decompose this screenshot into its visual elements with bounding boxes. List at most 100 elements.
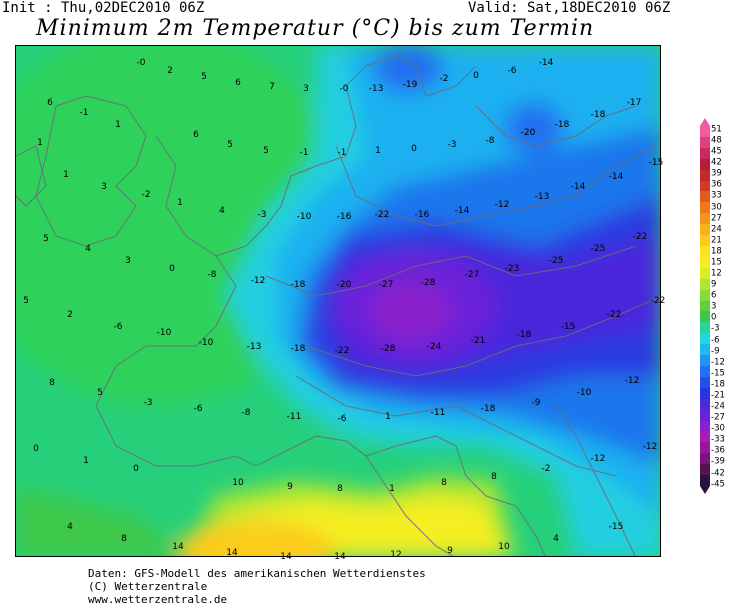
legend-color-box: [700, 366, 710, 378]
map-value-label: 9: [447, 546, 453, 556]
map-value-label: 8: [337, 484, 343, 494]
legend-label: 48: [711, 135, 722, 146]
map-value-label: 2: [167, 66, 173, 76]
legend-color-box: [700, 202, 710, 214]
map-value-label: 0: [411, 144, 417, 154]
coastlines: [16, 55, 660, 556]
map-value-label: -18: [290, 280, 306, 290]
map-value-label: -3: [257, 210, 267, 220]
map-value-label: -20: [336, 280, 352, 290]
legend-label: -15: [711, 368, 725, 379]
map-value-label: 2: [67, 310, 73, 320]
map-value-label: -12: [624, 376, 640, 386]
legend-label: 12: [711, 268, 722, 279]
map-value-label: -14: [538, 58, 554, 68]
map-value-label: 1: [63, 170, 69, 180]
map-value-label: -22: [334, 346, 350, 356]
legend-label: 0: [711, 312, 717, 323]
map-value-label: -8: [485, 136, 495, 146]
map-value-label: -6: [193, 404, 203, 414]
legend-color-box: [700, 180, 710, 192]
legend-label: -21: [711, 390, 725, 401]
map-value-label: 0: [33, 444, 39, 454]
legend-color-box: [700, 169, 710, 182]
legend-color-box: [700, 475, 710, 487]
map-value-label: -18: [590, 110, 606, 120]
map-value-label: -21: [470, 336, 486, 346]
map-value-label: -25: [548, 256, 564, 266]
init-time-label: Init : Thu,02DEC2010 06Z: [2, 0, 205, 16]
map-value-label: 4: [553, 534, 559, 544]
map-value-label: 0: [133, 464, 139, 474]
map-value-label: 1: [375, 146, 381, 156]
map-value-label: 5: [201, 72, 207, 82]
legend-color-box: [700, 191, 710, 203]
map-value-label: -24: [426, 342, 442, 352]
map-value-label: 4: [219, 206, 225, 216]
map-value-label: -3: [447, 140, 457, 150]
map-value-label: 12: [390, 550, 402, 560]
map-value-label: 1: [177, 198, 183, 208]
legend-color-box: [700, 213, 710, 225]
legend-color-box: [700, 311, 710, 323]
map-value-label: -6: [337, 414, 347, 424]
legend-label: -36: [711, 445, 725, 456]
legend-bottom-arrow: [700, 486, 710, 494]
map-value-label: -0: [339, 84, 349, 94]
map-value-label: -8: [207, 270, 217, 280]
map-value-label: 8: [491, 472, 497, 482]
map-value-label: -12: [494, 200, 510, 210]
map-value-label: -0: [136, 58, 146, 68]
legend-color-box: [700, 278, 710, 291]
legend-color-box: [700, 409, 710, 422]
map-value-label: 1: [83, 456, 89, 466]
map-value-label: -22: [632, 232, 648, 242]
map-value-label: 5: [263, 146, 269, 156]
legend-label: -6: [711, 335, 720, 346]
map-value-label: 3: [125, 256, 131, 266]
legend-label: 33: [711, 190, 722, 201]
map-value-label: 1: [389, 484, 395, 494]
map-value-label: 5: [23, 296, 29, 306]
map-value-label: -20: [520, 128, 536, 138]
map-value-label: -14: [570, 182, 586, 192]
map-value-label: -13: [246, 342, 262, 352]
legend-label: 30: [711, 202, 722, 213]
map-value-label: -3: [143, 398, 153, 408]
map-value-label: 8: [121, 534, 127, 544]
map-value-label: -2: [439, 74, 449, 84]
map-value-label: -15: [560, 322, 576, 332]
map-value-label: -18: [554, 120, 570, 130]
legend-color-box: [700, 136, 710, 149]
map-value-label: -22: [650, 296, 666, 306]
map-value-label: -15: [648, 158, 664, 168]
map-value-label: 1: [385, 412, 391, 422]
legend-color-box: [700, 289, 710, 302]
map-value-label: 6: [47, 98, 53, 108]
color-legend: [700, 126, 710, 487]
legend-label: -30: [711, 423, 725, 434]
map-value-label: 6: [193, 130, 199, 140]
map-value-label: -6: [507, 66, 517, 76]
map-value-label: -13: [368, 84, 384, 94]
map-value-label: 5: [227, 140, 233, 150]
legend-label: -9: [711, 346, 720, 357]
map-value-label: 14: [226, 548, 238, 558]
map-value-label: 7: [269, 82, 275, 92]
map-value-label: 14: [172, 542, 184, 552]
valid-time-label: Valid: Sat,18DEC2010 06Z: [468, 0, 671, 16]
map-value-label: 0: [169, 264, 175, 274]
legend-label: -45: [711, 479, 725, 490]
map-value-label: -19: [402, 80, 418, 90]
map-value-label: -1: [337, 148, 347, 158]
map-value-label: 10: [232, 478, 244, 488]
legend-label: 42: [711, 157, 722, 168]
legend-color-box: [700, 464, 710, 476]
legend-label: 15: [711, 257, 722, 268]
legend-label: -24: [711, 401, 725, 412]
map-value-label: 6: [235, 78, 241, 88]
map-value-label: 4: [85, 244, 91, 254]
footer-data-source: Daten: GFS-Modell des amerikanischen Wet…: [88, 567, 426, 580]
map-value-label: -18: [516, 330, 532, 340]
map-value-label: -9: [531, 398, 541, 408]
